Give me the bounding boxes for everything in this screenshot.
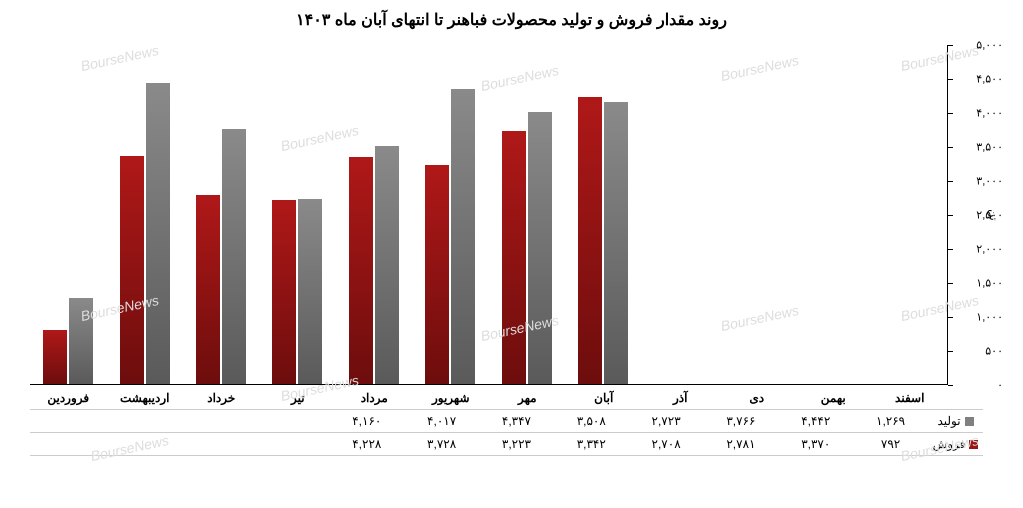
sales-bar bbox=[349, 157, 373, 384]
chart-title: روند مقدار فروش و تولید محصولات فباهنر ت… bbox=[20, 10, 1003, 30]
sales-bar bbox=[425, 165, 449, 384]
table-cell: ۳,۳۷۰ bbox=[778, 433, 853, 456]
production-bar bbox=[69, 298, 93, 384]
x-axis-label: دی bbox=[719, 385, 796, 405]
y-tick-label: ۴,۰۰۰ bbox=[976, 107, 1003, 120]
y-tick-label: ۳,۵۰۰ bbox=[976, 141, 1003, 154]
production-bar bbox=[604, 102, 628, 384]
month-column bbox=[718, 45, 794, 384]
month-column bbox=[30, 45, 106, 384]
month-column bbox=[259, 45, 335, 384]
production-bar bbox=[451, 89, 475, 384]
table-cell: ۴,۳۴۷ bbox=[479, 410, 554, 433]
table-cell: ۳,۷۶۶ bbox=[704, 410, 779, 433]
table-cell bbox=[30, 410, 105, 433]
x-axis-label: مرداد bbox=[336, 385, 413, 405]
y-tick-label: ۴,۵۰۰ bbox=[976, 73, 1003, 86]
month-column bbox=[412, 45, 488, 384]
y-tick-label: ۰ bbox=[997, 379, 1003, 392]
sales-bar bbox=[120, 156, 144, 384]
production-bar bbox=[222, 129, 246, 384]
sales-bar bbox=[272, 200, 296, 384]
table-cell: ۳,۲۲۳ bbox=[479, 433, 554, 456]
table-cell bbox=[255, 410, 330, 433]
table-cell: ۲,۷۰۸ bbox=[629, 433, 704, 456]
table-cell: ۲,۷۲۳ bbox=[629, 410, 704, 433]
month-column bbox=[565, 45, 641, 384]
sales-bar bbox=[196, 195, 220, 384]
sales-bar bbox=[43, 330, 67, 384]
sales-bar bbox=[578, 97, 602, 384]
table-cell bbox=[255, 433, 330, 456]
table-cell bbox=[180, 410, 255, 433]
y-tick-label: ۱,۵۰۰ bbox=[976, 277, 1003, 290]
table-cell: ۳,۳۴۲ bbox=[554, 433, 629, 456]
y-tick-label: ۵۰۰ bbox=[985, 345, 1003, 358]
sales-bar bbox=[502, 131, 526, 384]
table-row-production: تولید ۱,۲۶۹ ۴,۴۴۲ ۳,۷۶۶ ۲,۷۲۳ ۳,۵۰۸ ۴,۳۴… bbox=[30, 410, 983, 433]
sales-legend-swatch bbox=[969, 440, 978, 449]
x-axis-label: خرداد bbox=[183, 385, 260, 405]
table-cell: ۴,۴۴۲ bbox=[778, 410, 853, 433]
month-column bbox=[794, 45, 870, 384]
table-cell: ۱,۲۶۹ bbox=[853, 410, 928, 433]
y-tick-label: ۱,۰۰۰ bbox=[976, 311, 1003, 324]
row-header-production: تولید bbox=[928, 410, 983, 433]
month-column bbox=[871, 45, 947, 384]
production-bar bbox=[146, 83, 170, 384]
month-column bbox=[183, 45, 259, 384]
production-legend-swatch bbox=[965, 417, 974, 426]
x-axis-label: اسفند bbox=[872, 385, 949, 405]
production-bar bbox=[375, 146, 399, 384]
plot-area: ۰۵۰۰۱,۰۰۰۱,۵۰۰۲,۰۰۰۲,۵۰۰۳,۰۰۰۳,۵۰۰۴,۰۰۰۴… bbox=[30, 45, 948, 385]
table-row-sales: فروش ۷۹۲ ۳,۳۷۰ ۲,۷۸۱ ۲,۷۰۸ ۳,۳۴۲ ۳,۲۲۳ ۳… bbox=[30, 433, 983, 456]
x-axis-label: آذر bbox=[642, 385, 719, 405]
x-axis-label: شهریور bbox=[413, 385, 490, 405]
bars-area bbox=[30, 45, 948, 385]
table-cell bbox=[30, 433, 105, 456]
y-axis-label: تن bbox=[987, 209, 1000, 220]
month-column bbox=[641, 45, 717, 384]
table-cell: ۴,۱۶۰ bbox=[329, 410, 404, 433]
data-table: تولید ۱,۲۶۹ ۴,۴۴۲ ۳,۷۶۶ ۲,۷۲۳ ۳,۵۰۸ ۴,۳۴… bbox=[30, 409, 983, 456]
x-axis-label: آبان bbox=[566, 385, 643, 405]
month-column bbox=[336, 45, 412, 384]
x-axis-label: بهمن bbox=[795, 385, 872, 405]
table-cell: ۲,۷۸۱ bbox=[704, 433, 779, 456]
month-column bbox=[106, 45, 182, 384]
table-cell: ۳,۵۰۸ bbox=[554, 410, 629, 433]
production-bar bbox=[528, 112, 552, 384]
table-cell bbox=[105, 410, 180, 433]
row-header-sales: فروش bbox=[928, 433, 983, 456]
table-cell: ۴,۰۱۷ bbox=[404, 410, 479, 433]
table-cell bbox=[180, 433, 255, 456]
table-cell: ۳,۷۲۸ bbox=[404, 433, 479, 456]
table-cell bbox=[105, 433, 180, 456]
month-column bbox=[489, 45, 565, 384]
table-cell: ۴,۲۲۸ bbox=[329, 433, 404, 456]
x-axis-label: مهر bbox=[489, 385, 566, 405]
x-axis-label: اردیبهشت bbox=[107, 385, 184, 405]
y-tick-label: ۳,۰۰۰ bbox=[976, 175, 1003, 188]
x-axis-label: فروردین bbox=[30, 385, 107, 405]
production-bar bbox=[298, 199, 322, 384]
table-cell: ۷۹۲ bbox=[853, 433, 928, 456]
chart-container: روند مقدار فروش و تولید محصولات فباهنر ت… bbox=[0, 0, 1023, 466]
y-tick-label: ۲,۰۰۰ bbox=[976, 243, 1003, 256]
x-axis-label: تیر bbox=[260, 385, 337, 405]
y-tick-label: ۵,۰۰۰ bbox=[976, 39, 1003, 52]
x-axis-labels: فروردیناردیبهشتخردادتیرمردادشهریورمهرآبا… bbox=[30, 385, 948, 405]
